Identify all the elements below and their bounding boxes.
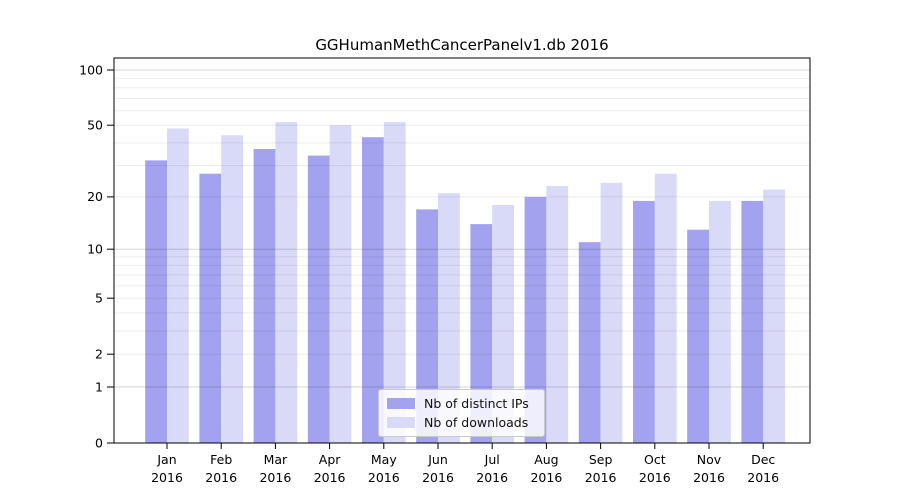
legend-label-distinct-ips: Nb of distinct IPs bbox=[424, 396, 529, 411]
bar-distinct-ips-feb bbox=[199, 173, 222, 443]
x-tick-label-year-may: 2016 bbox=[368, 470, 400, 485]
bar-distinct-ips-oct bbox=[633, 200, 655, 443]
bar-downloads-aug bbox=[546, 186, 569, 443]
x-tick-label-month-aug: Aug bbox=[534, 452, 558, 467]
x-tick-label-year-nov: 2016 bbox=[693, 470, 725, 485]
x-tick-label-month-dec: Dec bbox=[751, 452, 775, 467]
y-tick-label-1: 1 bbox=[95, 379, 103, 394]
y-tick-label-10: 10 bbox=[87, 242, 103, 257]
x-tick-label-year-jan: 2016 bbox=[151, 470, 183, 485]
bar-distinct-ips-nov bbox=[687, 229, 709, 443]
bar-downloads-dec bbox=[763, 189, 785, 443]
x-tick-label-month-apr: Apr bbox=[319, 452, 341, 467]
y-tick-label-0: 0 bbox=[95, 435, 103, 450]
x-tick-label-month-jun: Jun bbox=[427, 452, 448, 467]
plot-frame bbox=[113, 57, 811, 444]
legend-item-distinct-ips: Nb of distinct IPs bbox=[387, 396, 536, 411]
bar-distinct-ips-may bbox=[362, 137, 384, 443]
chart-title: GGHumanMethCancerPanelv1.db 2016 bbox=[315, 36, 609, 54]
x-tick-label-year-aug: 2016 bbox=[530, 470, 562, 485]
x-tick-label-month-feb: Feb bbox=[210, 452, 232, 467]
x-tick-label-month-jan: Jan bbox=[156, 452, 176, 467]
bar-downloads-jun bbox=[438, 193, 460, 443]
y-tick-label-100: 100 bbox=[79, 62, 103, 77]
legend-item-downloads: Nb of downloads bbox=[387, 415, 536, 430]
bar-distinct-ips-mar bbox=[253, 149, 276, 443]
legend: Nb of distinct IPs Nb of downloads bbox=[378, 389, 545, 437]
bar-downloads-oct bbox=[654, 173, 677, 443]
y-tick-label-5: 5 bbox=[95, 291, 103, 306]
bar-distinct-ips-jul bbox=[470, 224, 493, 443]
bar-distinct-ips-dec bbox=[741, 200, 764, 443]
bar-distinct-ips-aug bbox=[524, 196, 547, 443]
x-tick-label-year-jul: 2016 bbox=[476, 470, 508, 485]
bar-distinct-ips-apr bbox=[307, 155, 330, 443]
x-tick-label-year-oct: 2016 bbox=[639, 470, 671, 485]
bar-downloads-jul bbox=[492, 205, 514, 443]
bar-downloads-nov bbox=[709, 200, 731, 443]
legend-label-downloads: Nb of downloads bbox=[424, 415, 529, 430]
x-tick-label-year-feb: 2016 bbox=[205, 470, 237, 485]
bar-downloads-may bbox=[383, 122, 406, 443]
y-tick-label-50: 50 bbox=[87, 118, 103, 133]
bar-downloads-sep bbox=[600, 182, 623, 444]
x-tick-label-year-mar: 2016 bbox=[259, 470, 291, 485]
x-tick-label-month-jul: Jul bbox=[484, 452, 500, 467]
y-tick-label-20: 20 bbox=[87, 189, 103, 204]
y-tick-label-2: 2 bbox=[95, 347, 103, 362]
x-tick-label-month-may: May bbox=[371, 452, 397, 467]
bar-distinct-ips-jun bbox=[416, 209, 438, 443]
x-tick-label-year-dec: 2016 bbox=[747, 470, 779, 485]
bar-downloads-apr bbox=[329, 125, 352, 443]
x-tick-label-month-nov: Nov bbox=[697, 452, 722, 467]
bar-downloads-feb bbox=[221, 135, 243, 444]
bar-distinct-ips-sep bbox=[578, 242, 601, 443]
x-tick-label-year-jun: 2016 bbox=[422, 470, 454, 485]
x-tick-label-month-oct: Oct bbox=[644, 452, 666, 467]
bar-downloads-mar bbox=[275, 122, 298, 443]
x-tick-label-year-apr: 2016 bbox=[314, 470, 346, 485]
legend-swatch-downloads bbox=[387, 417, 415, 428]
x-tick-label-month-mar: Mar bbox=[264, 452, 288, 467]
bar-distinct-ips-jan bbox=[145, 160, 167, 443]
bar-downloads-jan bbox=[167, 128, 189, 443]
x-tick-label-month-sep: Sep bbox=[589, 452, 613, 467]
legend-swatch-distinct-ips bbox=[387, 398, 415, 409]
x-tick-label-year-sep: 2016 bbox=[585, 470, 617, 485]
